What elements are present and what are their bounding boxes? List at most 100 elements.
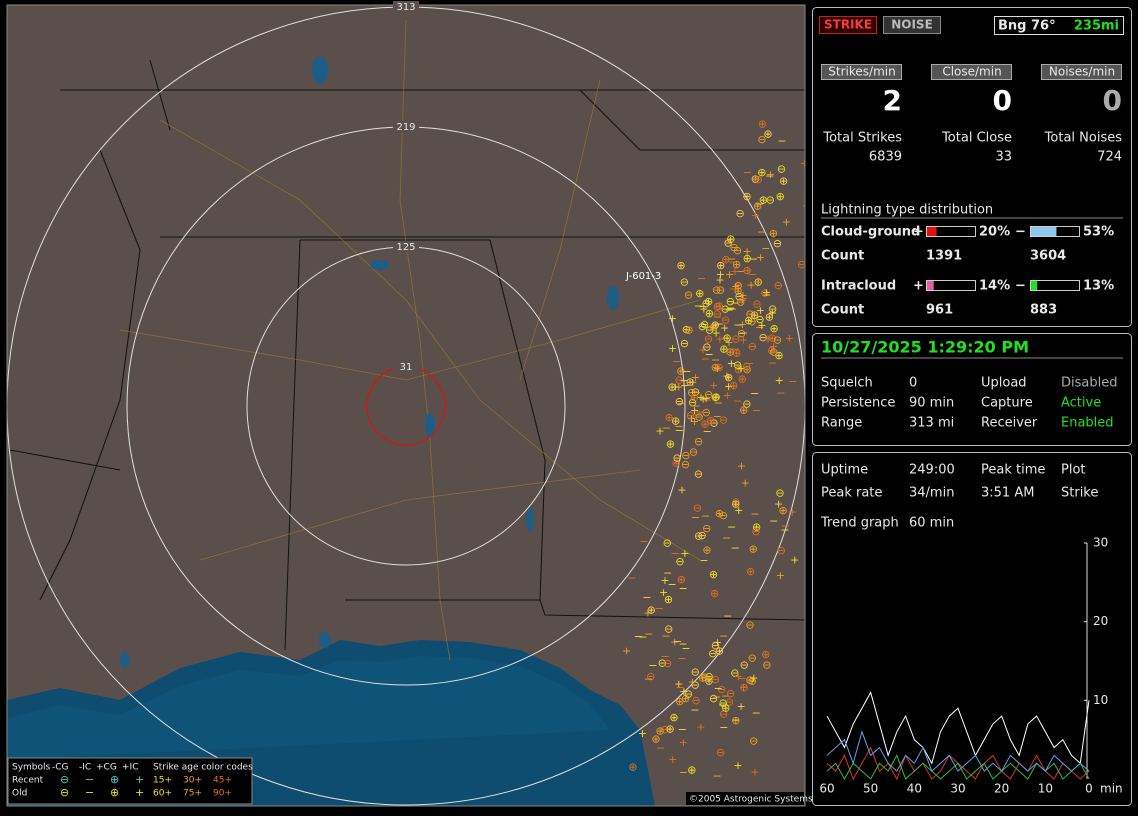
- rate-button[interactable]: [821, 64, 902, 80]
- legend-symbol: ⊕: [110, 773, 119, 786]
- strike-symbol: −: [748, 340, 757, 353]
- strike-symbol: −: [755, 321, 764, 334]
- strike-symbol: −: [788, 375, 797, 388]
- trend-line: [826, 691, 1090, 765]
- strike-symbol: ⊖: [660, 723, 669, 736]
- x-tick-label: 50: [863, 782, 878, 796]
- strike-symbol: ⊖: [691, 666, 700, 679]
- strike-symbol: +: [711, 326, 720, 339]
- ring-label: 219: [396, 122, 415, 133]
- strike-symbol: ⊖: [729, 241, 738, 254]
- rate-label: Noises/min: [1049, 65, 1115, 79]
- strike-symbol: −: [677, 652, 686, 665]
- strike-button[interactable]: [819, 16, 877, 34]
- strike-symbol: ⊖: [742, 397, 751, 410]
- strike-symbol: +: [730, 265, 739, 278]
- strike-symbol: ⊕: [695, 287, 704, 300]
- strike-symbol: +: [785, 332, 794, 345]
- strike-symbol: −: [719, 721, 728, 734]
- strike-symbol: ⊕: [719, 343, 728, 356]
- strike-symbol: +: [725, 268, 734, 281]
- strike-symbol: ⊕: [715, 361, 724, 374]
- strike-symbol: ⊕: [711, 391, 720, 404]
- strike-symbol: ⊕: [742, 363, 751, 376]
- strike-symbol: +: [746, 278, 755, 291]
- strike-symbol: ⊕: [669, 711, 678, 724]
- noise-button[interactable]: [883, 16, 941, 34]
- strike-symbol: ⊕: [726, 232, 735, 245]
- strike-symbol: ⊖: [658, 657, 667, 670]
- strike-symbol: +: [696, 391, 705, 404]
- y-tick-label: 20: [1093, 614, 1108, 628]
- strike-symbol: −: [776, 387, 785, 400]
- strike-symbol: ⊖: [742, 360, 751, 373]
- legend-header: Symbols: [12, 763, 51, 773]
- strike-symbol: ⊖: [702, 406, 711, 419]
- strike-symbol: ⊖: [740, 681, 749, 694]
- strike-symbol: +: [713, 636, 722, 649]
- strike-symbol: −: [729, 282, 738, 295]
- strike-symbol: +: [731, 280, 740, 293]
- datetime: 10/27/2025 1:29:20 PM: [821, 338, 1029, 357]
- strike-symbol: ⊕: [705, 307, 714, 320]
- strike-symbol: ⊖: [709, 692, 718, 705]
- strike-symbol: ⊖: [766, 193, 775, 206]
- strike-symbol: −: [698, 300, 707, 313]
- strike-symbol: ⊕: [651, 732, 660, 745]
- strike-symbol: −: [749, 253, 758, 266]
- strike-symbol: ⊖: [777, 544, 786, 557]
- strike-symbol: −: [769, 514, 778, 527]
- strike-symbol: +: [713, 362, 722, 375]
- strike-symbol: ⊕: [767, 344, 776, 357]
- strike-symbol: ⊖: [733, 358, 742, 371]
- strike-symbol: −: [739, 292, 748, 305]
- ring-label: 31: [400, 362, 413, 373]
- strike-symbol: −: [712, 691, 721, 704]
- stat-text: Peak rate: [821, 486, 882, 501]
- strike-symbol: +: [727, 357, 736, 370]
- strike-symbol: ⊕: [682, 323, 691, 336]
- strike-symbol: ⊖: [754, 173, 763, 186]
- strike-symbol: +: [729, 379, 738, 392]
- strike-symbol: ⊖: [680, 275, 689, 288]
- strike-symbol: −: [699, 554, 708, 567]
- rate-button[interactable]: [1041, 64, 1122, 80]
- strike-symbol: ⊕: [724, 371, 733, 384]
- strike-symbol: ⊖: [757, 133, 766, 146]
- strike-symbol: −: [781, 520, 790, 533]
- strike-symbol: ⊖: [689, 445, 698, 458]
- rate-value: 0: [1103, 84, 1122, 117]
- count-value: 961: [926, 303, 953, 318]
- strike-symbol: ⊖: [711, 639, 720, 652]
- count-value: 883: [1030, 303, 1057, 318]
- map[interactable]: +⊖−⊖⊖+−⊕⊖⊕⊖−++⊖⊖+−⊖−+−⊖ ⊖−−⊕⊖−−+⊕⊖⊖⊖−−⊖++…: [7, 5, 812, 806]
- rate-button[interactable]: [931, 64, 1012, 80]
- strike-symbol: +: [679, 736, 688, 749]
- strike-symbol: ⊖: [745, 308, 754, 321]
- strike-symbol: +: [709, 379, 718, 392]
- legend-symbol: ⊖: [60, 773, 69, 786]
- strike-symbol: −: [715, 318, 724, 331]
- strike-symbol: −: [713, 311, 722, 324]
- strike-symbol: ⊕: [738, 373, 747, 386]
- strike-symbol: ⊖: [674, 373, 683, 386]
- strike-symbol: ⊖: [704, 670, 713, 683]
- strike-symbol: +: [768, 306, 777, 319]
- strike-symbol: −: [768, 356, 777, 369]
- percent-bar: [1031, 281, 1038, 290]
- strike-symbol: ⊕: [746, 565, 755, 578]
- strike-symbol: +: [738, 289, 747, 302]
- stat-text: 3:51 AM: [981, 486, 1034, 501]
- strike-symbol: −: [726, 301, 735, 314]
- strike-symbol: −: [697, 272, 706, 285]
- percent-label: 13%: [1083, 279, 1114, 294]
- strike-symbol: −: [655, 602, 664, 615]
- strike-symbol: ⊕: [677, 573, 686, 586]
- strike-symbol: ⊖: [734, 279, 743, 292]
- strike-symbol: ⊖: [664, 623, 673, 636]
- strike-symbol: −: [730, 297, 739, 310]
- strike-symbol: −: [644, 672, 653, 685]
- strike-symbol: +: [788, 505, 797, 518]
- strike-symbol: ⊖: [691, 694, 700, 707]
- strike-symbol: −: [663, 567, 672, 580]
